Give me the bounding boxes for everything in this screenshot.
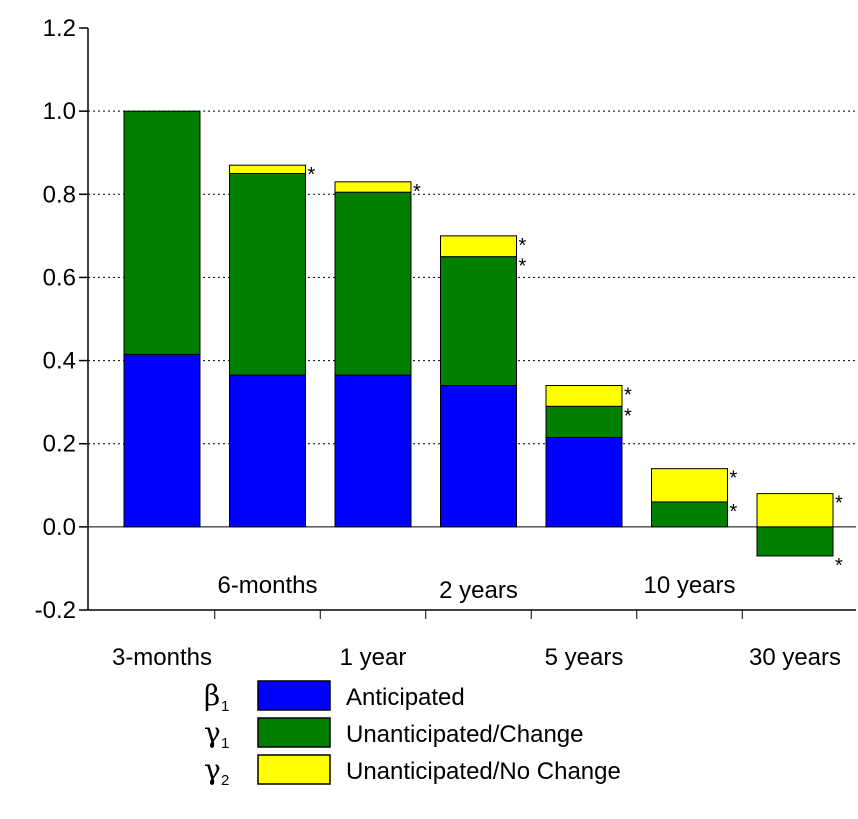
bar-anticipated [334, 374, 412, 528]
y-tick-label: 1.0 [43, 98, 76, 125]
x-category-label: 5 years [545, 644, 624, 671]
bar-unanticipated-no-change [440, 235, 517, 258]
bar-anticipated [545, 436, 623, 528]
y-tick-label: 0.0 [43, 514, 76, 541]
legend-swatch [257, 680, 331, 711]
bar-anticipated [440, 385, 517, 528]
y-tick-label: 0.2 [43, 431, 76, 458]
bar-unanticipated-change [123, 110, 201, 355]
significance-marker: * [835, 555, 843, 577]
x-category-label: 1 year [340, 644, 407, 671]
significance-marker: * [519, 235, 527, 257]
legend-symbol-subscript: 2 [221, 772, 229, 789]
x-category-label: 10 years [643, 572, 735, 599]
legend-swatch [257, 754, 331, 785]
x-category-label: 3-months [112, 644, 212, 671]
legend-symbol-subscript: 1 [221, 698, 229, 715]
y-tick-label: 0.6 [43, 264, 76, 291]
legend-swatch [257, 717, 331, 748]
bar-anticipated [229, 374, 306, 528]
bar-unanticipated-change [334, 191, 412, 376]
legend-symbol: β [204, 679, 220, 712]
bar-unanticipated-change [440, 256, 517, 387]
significance-marker: * [519, 256, 527, 278]
y-tick-label: 1.2 [43, 15, 76, 42]
bar-unanticipated-change [651, 501, 728, 528]
y-tick-label: 0.8 [43, 181, 76, 208]
legend-label: Unanticipated/No Change [346, 758, 621, 785]
legend-symbol: γ [204, 753, 221, 786]
bar-unanticipated-no-change [334, 181, 412, 193]
significance-marker: * [624, 405, 632, 427]
significance-marker: * [730, 501, 738, 523]
legend-symbol-subscript: 1 [221, 735, 229, 752]
bar-unanticipated-no-change [229, 164, 306, 174]
significance-marker: * [624, 385, 632, 407]
legend-label: Anticipated [346, 684, 465, 711]
x-category-label: 30 years [749, 644, 841, 671]
significance-marker: * [413, 181, 421, 203]
bar-unanticipated-no-change [545, 385, 623, 407]
bar-unanticipated-no-change [651, 468, 728, 503]
y-tick-label: -0.2 [35, 597, 76, 624]
legend-symbol: γ [204, 716, 221, 749]
x-category-label: 2 years [439, 577, 518, 604]
bar-anticipated [123, 353, 201, 528]
significance-marker: * [730, 468, 738, 490]
bar-unanticipated-change [229, 173, 306, 376]
bar-unanticipated-change [756, 526, 834, 557]
y-tick-label: 0.4 [43, 348, 76, 375]
bar-unanticipated-no-change [756, 493, 834, 528]
significance-marker: * [308, 164, 316, 186]
legend-label: Unanticipated/Change [346, 721, 584, 748]
significance-marker: * [835, 493, 843, 515]
x-category-label: 6-months [217, 572, 317, 599]
bar-unanticipated-change [545, 405, 623, 438]
